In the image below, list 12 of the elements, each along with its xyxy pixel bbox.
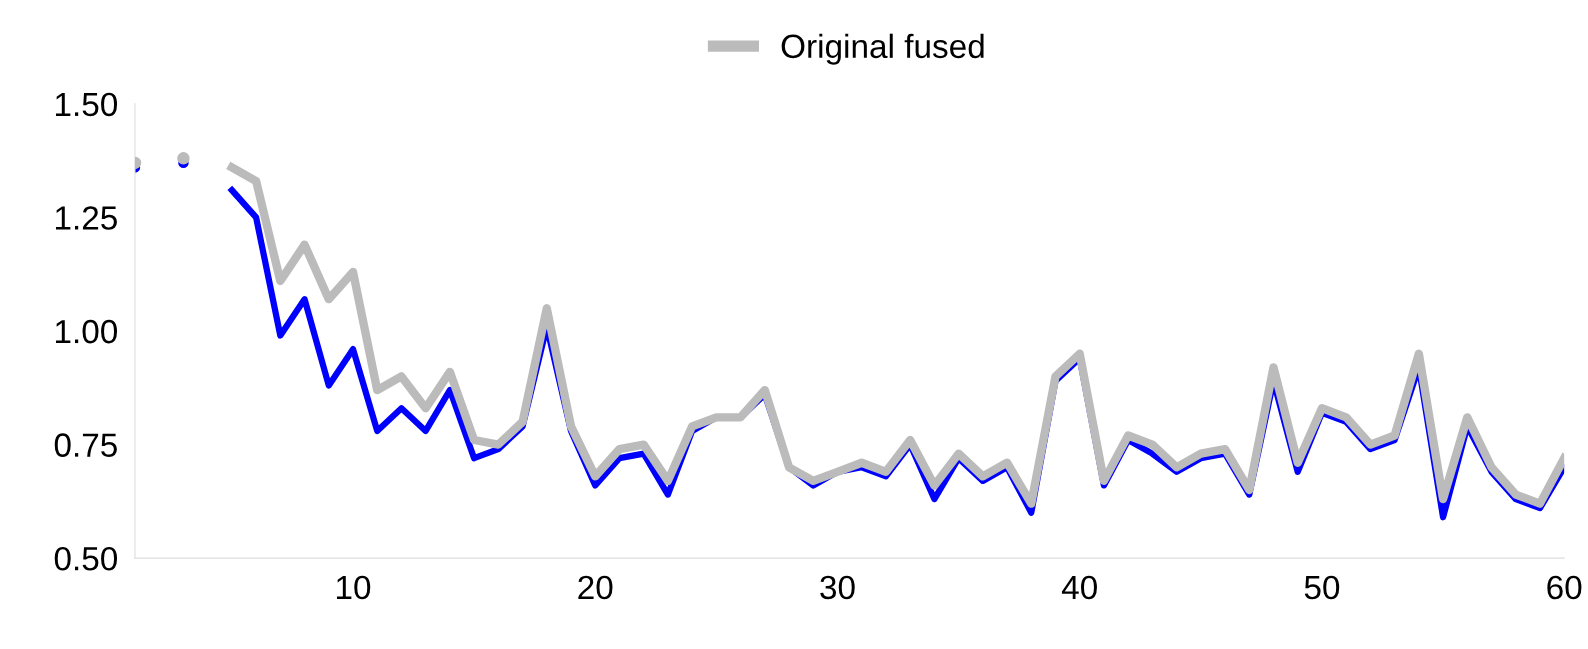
x-tick-label: 10 xyxy=(337,575,371,600)
x-tick-label: 50 xyxy=(1304,575,1340,600)
x-tick-label: 40 xyxy=(1061,575,1097,600)
y-tick-label: 1.25 xyxy=(55,206,117,230)
y-tick-label: 1.50 xyxy=(55,92,118,117)
legend-label: Original fused xyxy=(781,33,984,65)
x-tick-label: 20 xyxy=(578,575,613,600)
x-tick-label: 60 xyxy=(1547,575,1582,600)
x-tick-label: 30 xyxy=(820,575,855,600)
y-tick-label: 0.75 xyxy=(54,433,117,457)
y-tick-label: 0.50 xyxy=(54,546,118,571)
y-tick-label: 1.00 xyxy=(55,319,118,344)
